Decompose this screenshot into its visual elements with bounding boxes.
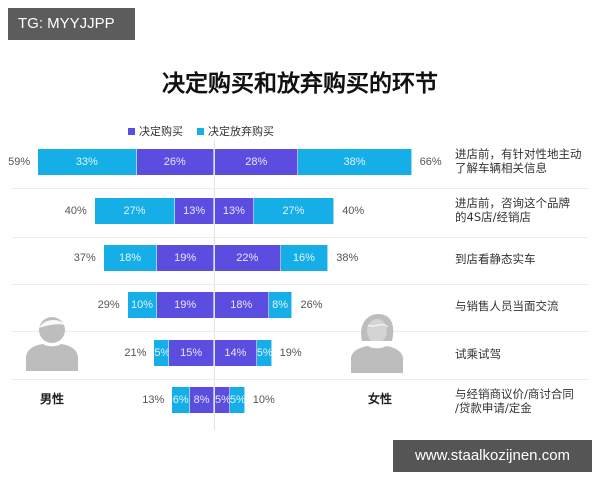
female-total-label: 26%	[300, 299, 323, 311]
female-total-label: 38%	[336, 252, 359, 264]
chart-row: 27% 13% 13% 27% 40% 40%	[0, 198, 600, 224]
stage-label-line: /贷款申请/定金	[455, 401, 532, 415]
row-divider	[12, 188, 388, 189]
bar-segment-male-buy: 13%	[175, 198, 214, 224]
female-label: 女性	[368, 392, 393, 406]
female-user-icon	[351, 314, 403, 373]
bar-segment-female-abandon: 5%	[256, 340, 273, 366]
row-divider	[214, 188, 588, 189]
bar-segment-female-buy: 28%	[215, 149, 299, 175]
bar-segment-female-buy: 13%	[215, 198, 254, 224]
stage-label: 与销售人员当面交流	[455, 299, 595, 313]
bar-segment-male-abandon: 33%	[38, 149, 137, 175]
chart-row: 10% 19% 18% 8% 29% 26%	[0, 292, 600, 318]
bar-segment-male-abandon: 10%	[127, 292, 158, 318]
bar-segment-male-abandon: 27%	[94, 198, 176, 224]
female-total-label: 10%	[252, 394, 275, 406]
stage-label-line: 试乘试驾	[455, 347, 501, 361]
watermark-top: TG: MYYJJPP	[8, 8, 135, 40]
bar-segment-male-buy: 8%	[190, 387, 214, 413]
stage-label: 进店前，咨询这个品牌 的4S店/经销店	[455, 196, 595, 224]
male-total-label: 21%	[124, 347, 147, 359]
chart-row: 6% 8% 5% 5% 13% 10%	[0, 387, 600, 413]
center-axis	[214, 140, 215, 430]
stage-label-line: 进店前，咨询这个品牌	[455, 196, 570, 210]
bar-segment-male-abandon: 18%	[103, 245, 158, 271]
legend-item-abandon: 决定放弃购买	[197, 123, 274, 139]
row-divider	[12, 331, 388, 332]
stage-label: 进店前，有针对性地主动 了解车辆相关信息	[455, 147, 595, 175]
male-total-label: 59%	[8, 156, 31, 168]
stage-label-line: 了解车辆相关信息	[455, 161, 547, 175]
chart-title: 决定购买和放弃购买的环节	[162, 71, 438, 97]
legend-label-abandon: 决定放弃购买	[208, 125, 274, 138]
chart-row: 5% 15% 14% 5% 21% 19%	[0, 340, 600, 366]
stage-label-line: 与销售人员当面交流	[455, 299, 559, 313]
female-total-label: 66%	[419, 156, 442, 168]
stage-label-line: 到店看静态实车	[455, 252, 536, 266]
bar-segment-female-abandon: 38%	[298, 149, 412, 175]
stage-label-line: 的4S店/经销店	[455, 210, 531, 224]
row-divider	[12, 284, 388, 285]
female-total-label: 19%	[279, 347, 302, 359]
bar-segment-female-abandon: 16%	[280, 245, 329, 271]
bar-segment-female-abandon: 27%	[253, 198, 335, 224]
bar-segment-male-buy: 15%	[169, 340, 214, 366]
watermark-bottom: www.staalkozijnen.com	[393, 440, 592, 472]
bar-segment-female-abandon: 5%	[229, 387, 246, 413]
legend-swatch-abandon-icon	[197, 127, 204, 135]
chart-legend: 决定购买 决定放弃购买	[128, 123, 274, 139]
row-divider	[214, 379, 588, 380]
row-divider	[214, 284, 588, 285]
bar-segment-male-abandon: 6%	[172, 387, 191, 413]
legend-item-buy: 决定购买	[128, 123, 183, 139]
bar-segment-male-buy: 26%	[136, 149, 214, 175]
male-total-label: 40%	[64, 205, 87, 217]
row-divider	[12, 379, 388, 380]
bar-segment-male-buy: 19%	[157, 292, 214, 318]
chart-row: 18% 19% 22% 16% 37% 38%	[0, 245, 600, 271]
stage-label-line: 与经销商议价/商讨合同	[455, 387, 574, 401]
bar-segment-male-buy: 19%	[157, 245, 214, 271]
male-total-label: 37%	[73, 252, 96, 264]
row-divider	[214, 331, 588, 332]
male-label: 男性	[40, 392, 65, 406]
male-total-label: 13%	[142, 394, 165, 406]
male-total-label: 29%	[97, 299, 120, 311]
row-divider	[12, 237, 388, 238]
bar-segment-female-buy: 5%	[215, 387, 231, 413]
bar-segment-female-abandon: 8%	[268, 292, 293, 318]
stage-label-line: 进店前，有针对性地主动	[455, 147, 582, 161]
row-divider	[214, 237, 588, 238]
bar-segment-female-buy: 18%	[215, 292, 269, 318]
bar-segment-female-buy: 14%	[215, 340, 257, 366]
bar-segment-female-buy: 22%	[215, 245, 281, 271]
chart-row: 33% 26% 28% 38% 59% 66%	[0, 149, 600, 175]
stage-label: 试乘试驾	[455, 347, 595, 361]
female-total-label: 40%	[342, 205, 365, 217]
male-user-icon	[26, 317, 78, 371]
stage-label: 到店看静态实车	[455, 252, 595, 266]
legend-label-buy: 决定购买	[139, 125, 183, 138]
legend-swatch-buy-icon	[128, 127, 135, 135]
bar-segment-male-abandon: 5%	[154, 340, 170, 366]
stage-label: 与经销商议价/商讨合同/贷款申请/定金	[455, 387, 595, 415]
